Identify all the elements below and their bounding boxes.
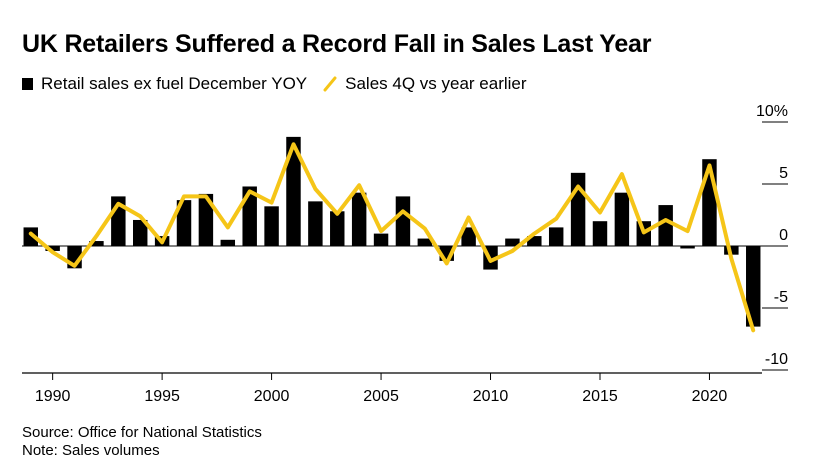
x-tick-label-2020: 2020 — [692, 388, 728, 405]
y-tick-label-2: 0 — [779, 227, 788, 244]
bar-1996 — [176, 200, 192, 246]
bar-2019 — [680, 246, 695, 249]
bar-2001 — [286, 136, 301, 246]
bar-1998 — [220, 239, 236, 246]
legend-item-bars: Retail sales ex fuel December YOY — [22, 74, 307, 94]
line-series-4q — [28, 142, 756, 333]
x-tick-label-2000: 2000 — [254, 388, 290, 405]
bar-2016 — [614, 192, 630, 246]
bar-2006 — [395, 196, 411, 246]
x-tick-label-1990: 1990 — [35, 388, 71, 405]
bar-1990 — [45, 246, 60, 251]
footer: Source: Office for National Statistics N… — [22, 424, 262, 460]
bar-2014 — [570, 172, 586, 246]
legend-bar-swatch-icon — [22, 78, 33, 90]
bar-2003 — [330, 211, 345, 246]
legend-line-label: Sales 4Q vs year earlier — [345, 74, 527, 93]
legend-line-swatch-icon — [323, 76, 337, 92]
y-tick-label-3: -5 — [774, 289, 788, 306]
bar-1992 — [89, 241, 104, 246]
y-tick-label-4: -10 — [765, 351, 788, 368]
bar-2022 — [746, 246, 761, 327]
bar-2013 — [548, 227, 564, 246]
bar-2005 — [373, 233, 389, 246]
x-tick-label-1995: 1995 — [144, 388, 180, 405]
bar-2002 — [308, 201, 323, 246]
bar-1997 — [198, 193, 214, 246]
bar-1994 — [133, 219, 148, 246]
legend-item-line: Sales 4Q vs year earlier — [323, 74, 527, 94]
chart-title: UK Retailers Suffered a Record Fall in S… — [22, 30, 652, 58]
x-tick-label-2010: 2010 — [473, 388, 509, 405]
bar-2011 — [505, 238, 520, 246]
legend-bars-label: Retail sales ex fuel December YOY — [41, 74, 308, 93]
bar-2012 — [527, 236, 542, 246]
volume-note: Note: Sales volumes — [22, 442, 160, 459]
bar-2007 — [417, 238, 433, 246]
bar-1989 — [23, 227, 38, 246]
bar-2000 — [264, 206, 279, 246]
bar-2018 — [658, 205, 673, 246]
bar-2004 — [351, 192, 367, 246]
x-tick-label-2005: 2005 — [363, 388, 399, 405]
y-tick-label-1: 5 — [779, 165, 788, 182]
source-note: Source: Office for National Statistics — [22, 424, 262, 441]
bar-2015 — [592, 221, 608, 246]
x-tick-label-2015: 2015 — [582, 388, 618, 405]
legend: Retail sales ex fuel December YOY Sales … — [22, 74, 543, 94]
bar-2009 — [461, 227, 476, 246]
y-tick-label-0: 10% — [756, 103, 788, 120]
bar-1999 — [242, 186, 257, 246]
